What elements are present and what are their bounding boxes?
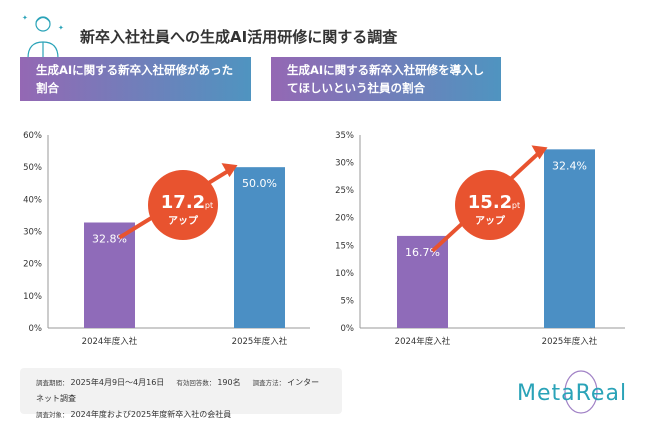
person-illustration-icon: ✦✦ <box>22 14 64 58</box>
annotation-text: アップ <box>475 214 506 227</box>
arrow-head-icon <box>531 145 548 160</box>
charts: 0% 10% 20% 30% 40% 50% 60% 32.8% 2024年度入社 50.0% 20… <box>23 131 625 347</box>
y-tick-label: 50% <box>23 163 42 173</box>
y-tick-label: 60% <box>23 131 42 141</box>
y-tick-label: 10% <box>335 269 354 279</box>
chart-right-title: 生成AIに関する新卒入社研修を導入してほしいという社員の割合 <box>271 57 501 101</box>
target-label: 調査対象： <box>36 411 69 419</box>
metareal-logo: MetaReal <box>517 370 627 414</box>
bar <box>84 222 135 328</box>
method-label: 調査方法： <box>252 379 286 387</box>
svg-text:✦: ✦ <box>22 14 28 22</box>
bar <box>397 235 448 328</box>
y-tick-label: 5% <box>341 296 355 306</box>
period: 2025年4月9日〜4月16日 <box>70 378 165 387</box>
bar <box>234 167 285 328</box>
y-tick-label: 30% <box>335 159 354 169</box>
chart-left-title: 生成AIに関する新卒入社研修があった割合 <box>20 57 251 101</box>
bar-value-label: 16.7% <box>405 246 440 259</box>
y-tick-label: 25% <box>335 186 354 196</box>
annotation-value: 17.2 <box>161 192 205 213</box>
svg-text:✦: ✦ <box>58 24 64 32</box>
period-label: 調査期間： <box>36 379 69 387</box>
annotation-unit: pt <box>205 201 213 210</box>
bar-value-label: 50.0% <box>242 177 277 190</box>
bar-value-label: 32.8% <box>92 232 127 245</box>
survey-info: 調査期間： 2025年4月9日〜4月16日 有効回答数： 190名 調査方法： インターネ… <box>20 368 342 419</box>
y-tick-label: 0% <box>341 324 355 334</box>
bar-value-label: 32.4% <box>552 159 587 172</box>
y-tick-label: 35% <box>335 131 354 141</box>
x-tick-label: 2025年度入社 <box>542 336 598 347</box>
method: インターネット調査 <box>36 378 320 403</box>
annotation-unit: pt <box>512 201 520 210</box>
y-tick-label: 0% <box>29 324 43 334</box>
annotation-text: アップ <box>168 214 199 227</box>
y-tick-label: 40% <box>23 195 42 205</box>
logo-text: MetaReal <box>517 381 627 406</box>
y-tick-label: 20% <box>23 260 42 270</box>
y-tick-label: 15% <box>335 241 354 251</box>
responses: 190名 <box>217 378 241 387</box>
annotation-circle <box>455 170 525 240</box>
arrow-head-icon <box>221 163 238 178</box>
responses-label: 有効回答数： <box>176 379 216 387</box>
target: 2024年度および2025年度新卒入社の会社員 <box>70 410 232 419</box>
x-tick-label: 2024年度入社 <box>82 336 138 347</box>
annotation-circle <box>148 170 218 240</box>
annotation-value: 15.2 <box>468 192 512 213</box>
bar <box>544 149 595 328</box>
y-tick-label: 20% <box>335 214 354 224</box>
x-tick-label: 2024年度入社 <box>395 336 451 347</box>
page-title: 新卒入社社員への生成AI活用研修に関する調査 <box>80 28 398 46</box>
y-tick-label: 10% <box>23 292 42 302</box>
y-tick-label: 30% <box>23 228 42 238</box>
x-tick-label: 2025年度入社 <box>232 336 288 347</box>
